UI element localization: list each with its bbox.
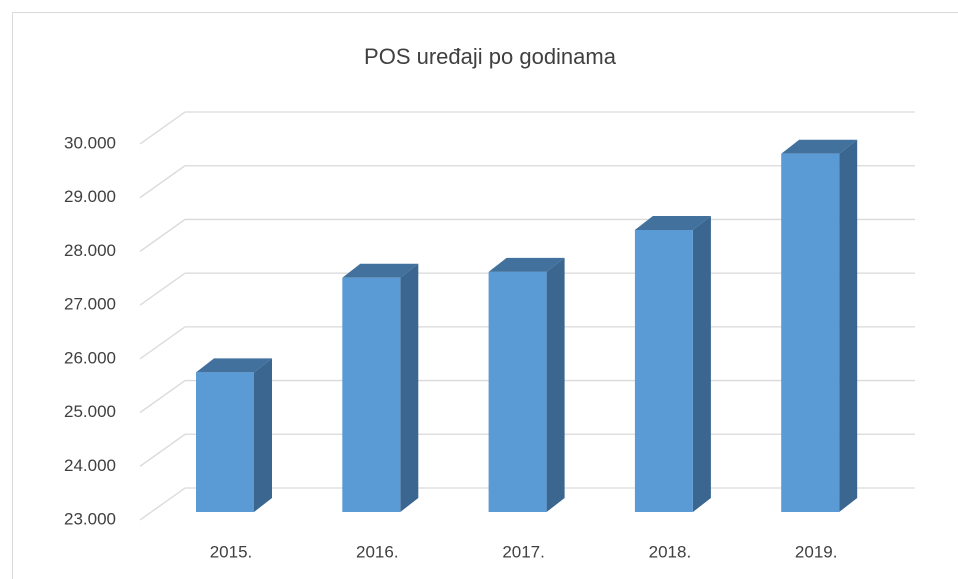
y-tick-label: 23.000 — [64, 509, 116, 528]
bar-top — [342, 263, 419, 278]
bar-side — [400, 263, 419, 512]
grid-diagonal — [139, 433, 186, 467]
grid-diagonal — [139, 165, 186, 199]
y-tick-label: 25.000 — [64, 402, 116, 421]
bar-side — [254, 358, 272, 512]
y-tick-label: 28.000 — [64, 241, 116, 260]
bar — [342, 277, 401, 512]
bar-top — [634, 216, 711, 230]
bar — [488, 271, 547, 512]
grid-diagonal — [139, 111, 186, 145]
y-tick-label: 30.000 — [64, 133, 116, 152]
x-tick-label: 2015. — [210, 542, 253, 561]
y-tick-label: 24.000 — [64, 456, 116, 475]
bar — [196, 372, 254, 512]
x-tick-label: 2017. — [502, 542, 545, 561]
bar-top — [488, 257, 565, 272]
grid-diagonal — [139, 218, 186, 252]
bar-top — [781, 139, 858, 154]
bar-top — [196, 358, 272, 373]
grid-diagonal — [139, 487, 186, 521]
bar-side — [692, 216, 711, 512]
grid-diagonal — [139, 326, 186, 360]
bar-side — [546, 257, 565, 512]
bar — [781, 153, 840, 512]
grid-diagonal — [139, 272, 186, 306]
bar — [634, 230, 693, 512]
x-tick-label: 2016. — [356, 542, 399, 561]
grid-diagonal — [139, 380, 186, 414]
y-tick-label: 26.000 — [64, 348, 116, 367]
x-tick-label: 2018. — [649, 542, 692, 561]
y-tick-label: 27.000 — [64, 295, 116, 314]
bar-side — [839, 139, 858, 512]
y-tick-label: 29.000 — [64, 187, 116, 206]
chart-title: POS uređaji po godinama — [364, 44, 617, 69]
x-tick-label: 2019. — [795, 542, 838, 561]
